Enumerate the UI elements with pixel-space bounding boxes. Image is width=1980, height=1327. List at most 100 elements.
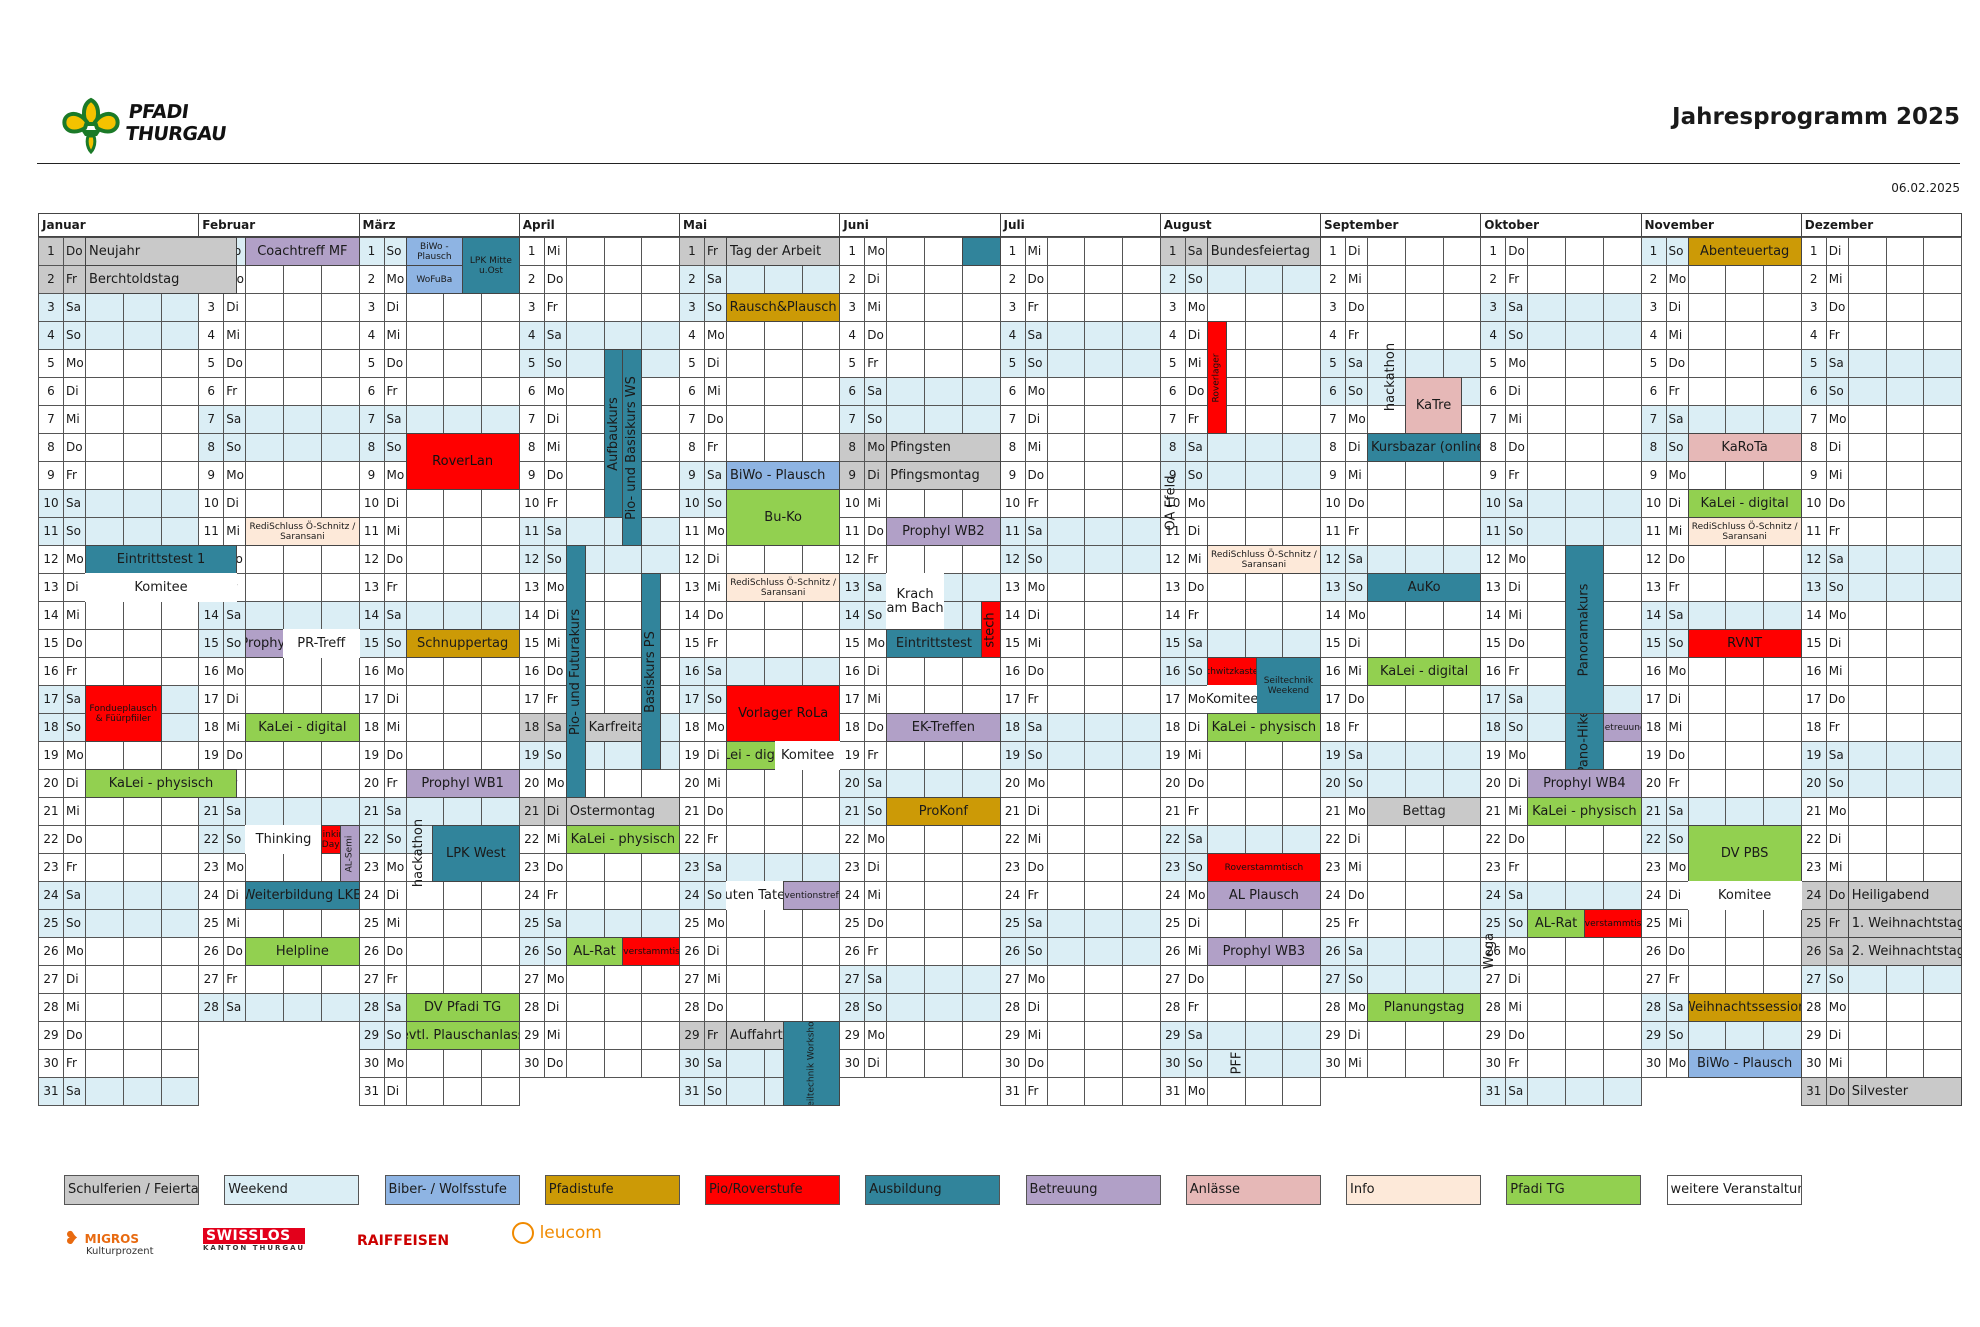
day-slot[interactable] bbox=[1122, 881, 1161, 910]
event-block[interactable]: Helpline bbox=[245, 937, 360, 966]
event-block[interactable]: Prophyl WB3 bbox=[1206, 937, 1321, 966]
event-block[interactable]: Pio- und Futurakurs bbox=[565, 545, 586, 798]
day-slot[interactable] bbox=[160, 377, 200, 406]
day-slot[interactable] bbox=[1565, 489, 1604, 518]
day-slot[interactable] bbox=[763, 769, 803, 798]
day-slot[interactable] bbox=[1885, 461, 1925, 490]
day-slot[interactable] bbox=[1923, 545, 1962, 574]
event-block[interactable]: AL-Rat bbox=[1527, 909, 1585, 938]
day-slot[interactable] bbox=[565, 1021, 605, 1050]
day-slot[interactable] bbox=[1527, 461, 1566, 490]
day-slot[interactable] bbox=[1725, 601, 1764, 630]
day-slot[interactable] bbox=[763, 349, 803, 378]
event-block[interactable]: BiWo - Plausch bbox=[405, 237, 464, 266]
day-slot[interactable] bbox=[1046, 237, 1086, 266]
day-slot[interactable] bbox=[1847, 573, 1887, 602]
day-slot[interactable] bbox=[1084, 1077, 1123, 1106]
day-slot[interactable] bbox=[1763, 573, 1802, 602]
event-block[interactable]: Roverlager bbox=[1206, 321, 1227, 434]
day-slot[interactable] bbox=[245, 965, 284, 994]
day-slot[interactable] bbox=[1565, 1021, 1604, 1050]
day-slot[interactable] bbox=[1282, 601, 1321, 630]
day-slot[interactable] bbox=[481, 965, 520, 994]
day-slot[interactable] bbox=[1602, 825, 1642, 854]
day-slot[interactable] bbox=[122, 797, 162, 826]
day-slot[interactable] bbox=[1602, 881, 1642, 910]
day-slot[interactable] bbox=[1763, 797, 1802, 826]
day-slot[interactable] bbox=[283, 797, 322, 826]
day-slot[interactable] bbox=[443, 797, 482, 826]
day-slot[interactable] bbox=[801, 993, 841, 1022]
day-slot[interactable] bbox=[1847, 349, 1887, 378]
day-slot[interactable] bbox=[1084, 545, 1123, 574]
day-slot[interactable] bbox=[1282, 461, 1321, 490]
day-slot[interactable] bbox=[1885, 713, 1925, 742]
day-slot[interactable] bbox=[1847, 741, 1887, 770]
day-slot[interactable] bbox=[405, 573, 445, 602]
day-slot[interactable] bbox=[1763, 293, 1802, 322]
event-block[interactable]: AL-Rat bbox=[565, 937, 624, 966]
day-slot[interactable] bbox=[1367, 853, 1406, 882]
day-slot[interactable] bbox=[1122, 265, 1161, 294]
event-block[interactable]: Ostermontag bbox=[565, 797, 680, 826]
day-slot[interactable] bbox=[1282, 321, 1321, 350]
day-slot[interactable] bbox=[1206, 517, 1246, 546]
day-slot[interactable] bbox=[1885, 517, 1925, 546]
day-slot[interactable] bbox=[641, 1049, 680, 1078]
day-slot[interactable] bbox=[443, 937, 482, 966]
day-slot[interactable] bbox=[1687, 377, 1727, 406]
day-slot[interactable] bbox=[85, 405, 124, 434]
day-slot[interactable] bbox=[886, 657, 925, 686]
day-slot[interactable] bbox=[1244, 601, 1284, 630]
day-slot[interactable] bbox=[283, 349, 322, 378]
day-slot[interactable] bbox=[283, 993, 322, 1022]
day-slot[interactable] bbox=[1367, 713, 1406, 742]
day-slot[interactable] bbox=[1244, 293, 1284, 322]
event-block[interactable]: Bettag bbox=[1367, 797, 1482, 826]
day-slot[interactable] bbox=[1687, 545, 1727, 574]
day-slot[interactable] bbox=[1442, 741, 1482, 770]
day-slot[interactable] bbox=[1244, 825, 1284, 854]
day-slot[interactable] bbox=[1687, 741, 1727, 770]
day-slot[interactable] bbox=[1602, 517, 1642, 546]
day-slot[interactable] bbox=[961, 489, 1001, 518]
day-slot[interactable] bbox=[763, 629, 803, 658]
day-slot[interactable] bbox=[160, 461, 200, 490]
day-slot[interactable] bbox=[1687, 769, 1727, 798]
day-slot[interactable] bbox=[886, 377, 925, 406]
day-slot[interactable] bbox=[886, 685, 925, 714]
day-slot[interactable] bbox=[1084, 657, 1123, 686]
day-slot[interactable] bbox=[1046, 321, 1086, 350]
day-slot[interactable] bbox=[763, 545, 803, 574]
event-block[interactable]: BiWo - Plausch bbox=[726, 461, 841, 490]
day-slot[interactable] bbox=[1442, 853, 1482, 882]
day-slot[interactable] bbox=[443, 293, 482, 322]
day-slot[interactable] bbox=[886, 881, 925, 910]
day-slot[interactable] bbox=[565, 461, 605, 490]
day-slot[interactable] bbox=[1725, 1021, 1764, 1050]
day-slot[interactable] bbox=[801, 629, 841, 658]
event-block[interactable]: KaLei - physisch bbox=[1206, 713, 1321, 742]
event-block[interactable]: Planungstag bbox=[1367, 993, 1482, 1022]
event-block[interactable]: Silvester bbox=[1847, 1077, 1962, 1106]
day-slot[interactable] bbox=[405, 405, 445, 434]
day-slot[interactable] bbox=[1046, 881, 1086, 910]
day-slot[interactable] bbox=[85, 1077, 124, 1106]
day-slot[interactable] bbox=[1046, 965, 1086, 994]
event-block[interactable]: 1. Weihnachtstag bbox=[1847, 909, 1962, 938]
day-slot[interactable] bbox=[886, 1021, 925, 1050]
day-slot[interactable] bbox=[1565, 965, 1604, 994]
event-block[interactable]: BiWo - Plausch bbox=[1687, 1049, 1802, 1078]
day-slot[interactable] bbox=[961, 909, 1001, 938]
day-slot[interactable] bbox=[405, 909, 445, 938]
day-slot[interactable] bbox=[1404, 265, 1444, 294]
day-slot[interactable] bbox=[801, 377, 841, 406]
day-slot[interactable] bbox=[1122, 405, 1161, 434]
event-block[interactable]: Prophyl bbox=[245, 629, 284, 658]
day-slot[interactable] bbox=[565, 909, 605, 938]
day-slot[interactable] bbox=[320, 461, 360, 490]
day-slot[interactable] bbox=[283, 293, 322, 322]
day-slot[interactable] bbox=[481, 937, 520, 966]
event-block[interactable]: Bundesfeiertag bbox=[1206, 237, 1321, 266]
day-slot[interactable] bbox=[726, 853, 765, 882]
